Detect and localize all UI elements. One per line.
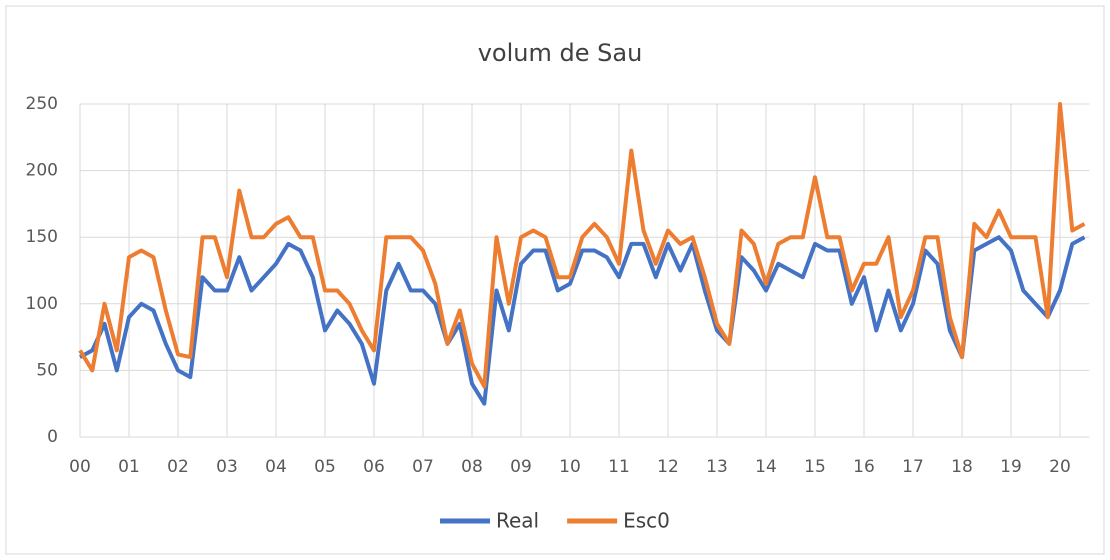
x-tick-label: 04 <box>265 457 287 477</box>
x-tick-label: 02 <box>167 457 189 477</box>
y-tick-label: 0 <box>47 427 58 447</box>
x-tick-label: 03 <box>216 457 238 477</box>
x-tick-label: 01 <box>118 457 140 477</box>
x-tick-label: 13 <box>706 457 728 477</box>
x-tick-label: 08 <box>461 457 483 477</box>
y-tick-label: 250 <box>26 94 58 114</box>
x-tick-label: 20 <box>1049 457 1071 477</box>
legend-label: Esc0 <box>623 509 670 533</box>
y-tick-label: 150 <box>26 227 58 247</box>
x-tick-label: 12 <box>657 457 679 477</box>
x-tick-label: 09 <box>510 457 532 477</box>
x-tick-label: 10 <box>559 457 581 477</box>
x-tick-label: 07 <box>412 457 434 477</box>
y-tick-label: 200 <box>26 161 58 181</box>
x-tick-label: 17 <box>902 457 924 477</box>
legend-label: Real <box>496 509 539 533</box>
x-tick-label: 15 <box>804 457 826 477</box>
x-tick-label: 16 <box>853 457 875 477</box>
x-tick-label: 18 <box>951 457 973 477</box>
x-tick-label: 05 <box>314 457 336 477</box>
chart-title: volum de Sau <box>478 39 643 67</box>
x-tick-label: 06 <box>363 457 385 477</box>
line-series <box>78 102 1086 389</box>
y-tick-label: 50 <box>36 360 58 380</box>
y-tick-label: 100 <box>26 294 58 314</box>
line-series <box>79 235 1086 406</box>
x-tick-label: 19 <box>1000 457 1022 477</box>
x-tick-label: 00 <box>69 457 91 477</box>
x-tick-label: 11 <box>608 457 630 477</box>
x-tick-label: 14 <box>755 457 777 477</box>
